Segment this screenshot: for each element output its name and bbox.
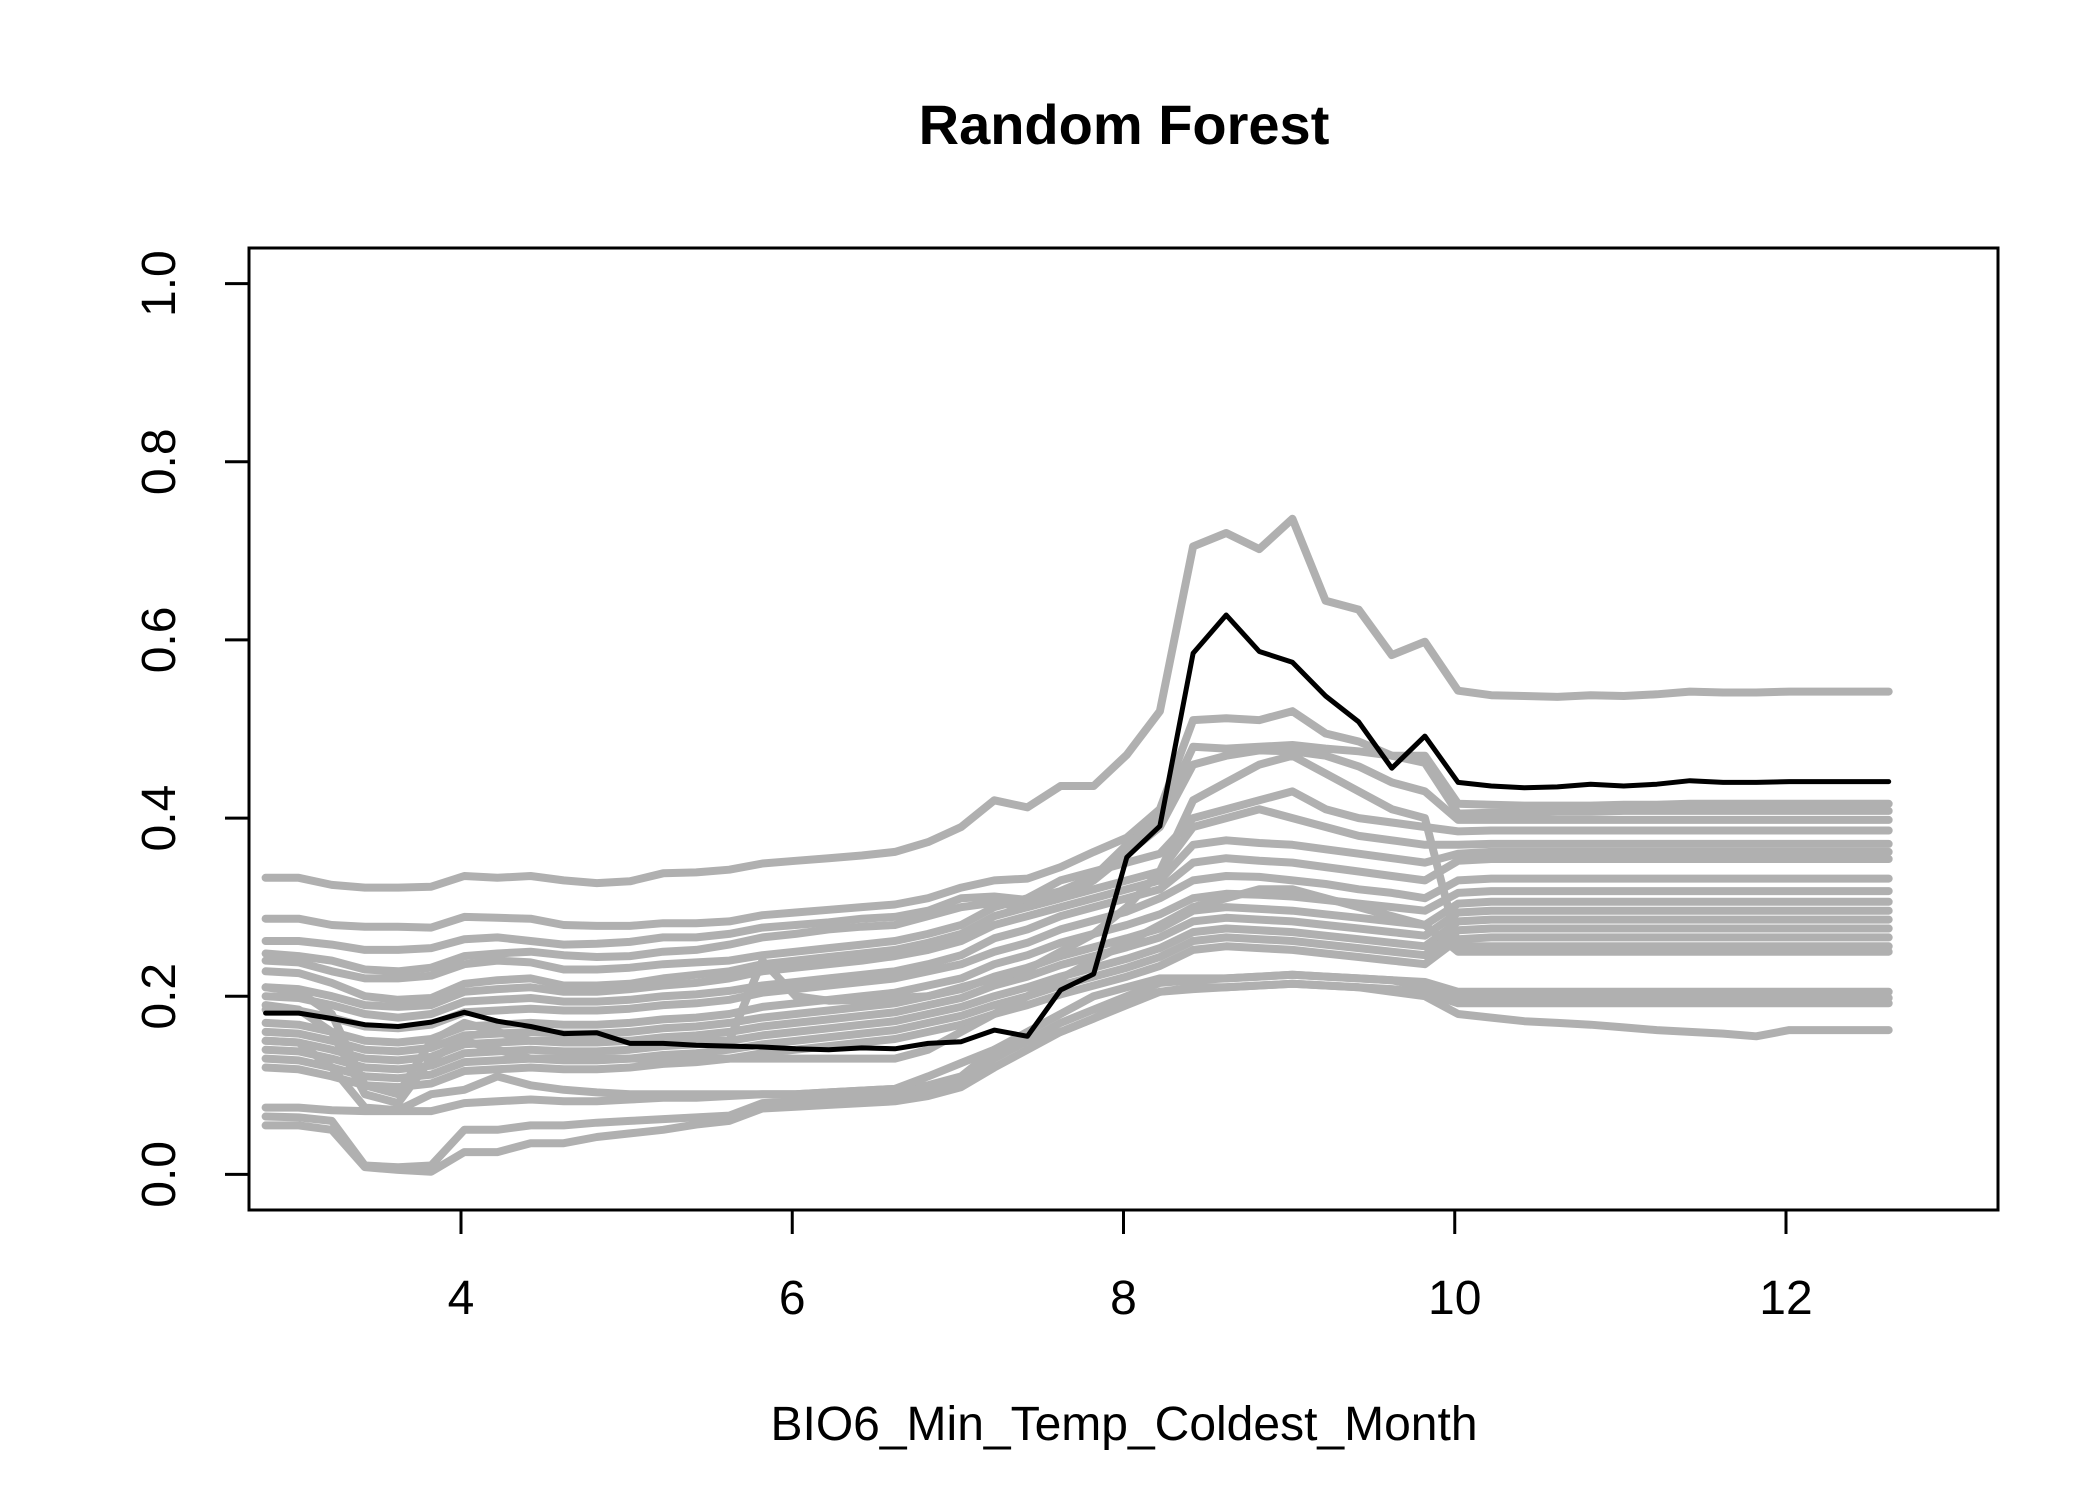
x-tick-label: 6 (779, 1272, 806, 1325)
replicate-series-line-16 (261, 751, 1893, 1099)
replicate-series-line-8 (261, 854, 1893, 1022)
x-tick-label: 10 (1428, 1272, 1481, 1325)
y-tick-label: 0.4 (133, 785, 186, 852)
y-tick-label: 0.6 (133, 607, 186, 674)
replicate-series-line-5 (261, 787, 1893, 983)
y-tick-label: 1.0 (133, 250, 186, 317)
x-tick-label: 12 (1759, 1272, 1812, 1325)
replicate-series-line-9 (261, 872, 1893, 1033)
replicate-series-line-11 (261, 897, 1893, 1056)
series-layer (261, 514, 1893, 1176)
replicate-series-line-18 (261, 970, 1893, 1116)
chart-title: Random Forest (919, 93, 1330, 156)
x-tick-label: 4 (448, 1272, 475, 1325)
replicate-series-line-2 (261, 707, 1893, 932)
replicate-series-line-4 (261, 746, 1893, 976)
replicate-series-line-7 (261, 836, 1893, 1011)
x-tick-label: 8 (1110, 1272, 1137, 1325)
replicate-series-line-6 (261, 805, 1893, 1004)
replicate-series-line-21 (261, 979, 1893, 1115)
y-tick-label: 0.2 (133, 963, 186, 1030)
x-axis: 4 6 8 10 12 (448, 1208, 1813, 1325)
y-axis: 0.0 0.2 0.4 0.6 0.8 1.0 (133, 250, 251, 1208)
replicate-series-line-1 (261, 514, 1893, 892)
x-axis-label: BIO6_Min_Temp_Coldest_Month (770, 1398, 1477, 1451)
y-tick-label: 0.8 (133, 428, 186, 495)
mean-series-line (263, 612, 1892, 1053)
y-tick-label: 0.0 (133, 1141, 186, 1208)
replicate-series-line-3 (261, 741, 1893, 954)
replicate-series-line-19 (261, 970, 1893, 1172)
replicate-series-line-15 (261, 933, 1893, 1092)
replicate-series-line-17 (261, 885, 1893, 1108)
